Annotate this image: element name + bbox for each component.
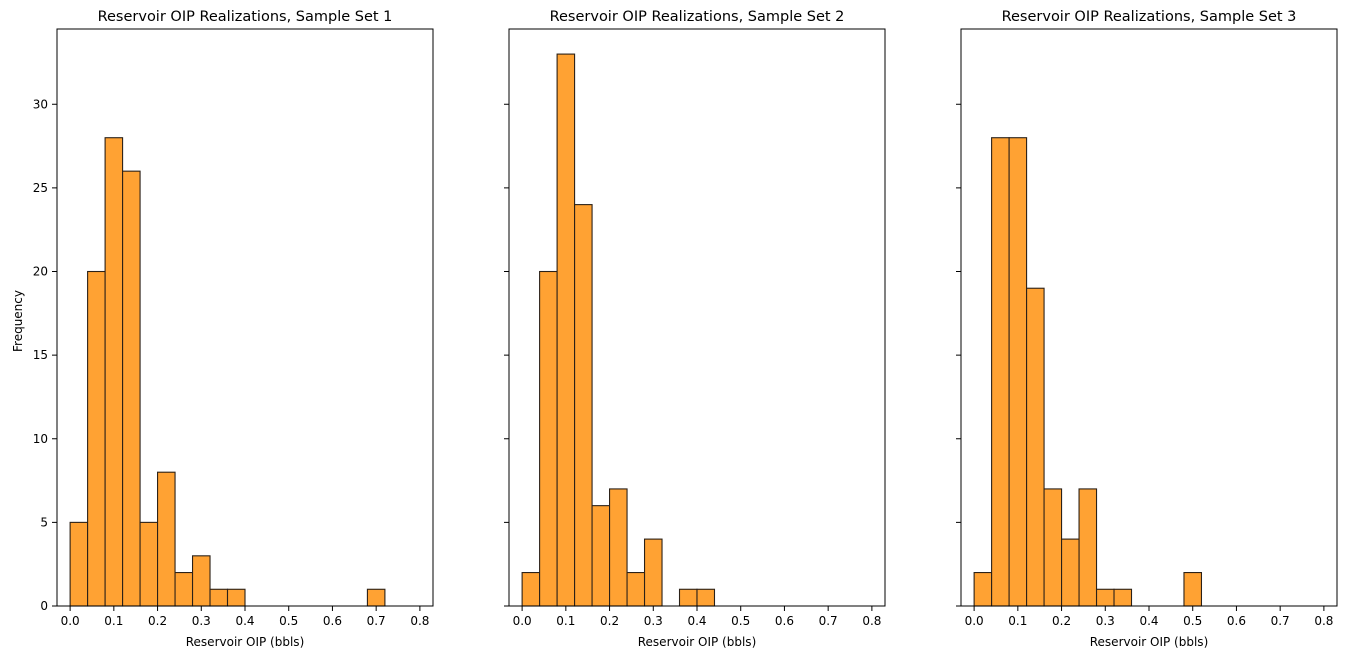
x-tick-label: 0.7 (367, 614, 386, 628)
x-tick-label: 0.0 (61, 614, 80, 628)
histogram-bar (1026, 287, 1045, 607)
histogram-bar (174, 572, 194, 607)
x-axis-label: Reservoir OIP (bbls) (1090, 635, 1209, 649)
x-tick-label: 0.5 (279, 614, 298, 628)
x-tick-label: 0.6 (323, 614, 342, 628)
histogram-panel-2: 0.0 0.1 0.2 0.3 0.4 0.5 0.6 0.7 0.8 Reservoir OIP… (504, 9, 886, 649)
histogram-bar (1061, 538, 1080, 607)
histogram-bar (696, 588, 716, 607)
x-tick-label: 0.2 (148, 614, 167, 628)
x-tick-label: 0.6 (775, 614, 794, 628)
y-tick-label: 0 (40, 599, 48, 613)
y-tick-label: 5 (40, 515, 48, 529)
chart-title: Reservoir OIP Realizations, Sample Set 3 (1002, 9, 1297, 25)
chart-title: Reservoir OIP Realizations, Sample Set 1 (98, 9, 393, 25)
chart-panels: 0.0 0.1 0.2 0.3 0.4 0.5 0.6 0.7 0.8 0 5 10 15 20 25 30 R… (33, 9, 1338, 649)
y-tick-label: 30 (33, 97, 48, 111)
x-tick-label: 0.8 (410, 614, 429, 628)
y-tick-label: 15 (33, 348, 48, 362)
x-tick-label: 0.3 (644, 614, 663, 628)
shared-y-axis-label: Frequency (11, 290, 25, 352)
histogram-panel-1: 0.0 0.1 0.2 0.3 0.4 0.5 0.6 0.7 0.8 0 5 10 15 20 25 30 R… (33, 9, 434, 649)
y-tick-label: 25 (33, 181, 48, 195)
histogram-bar (122, 170, 141, 607)
x-tick-label: 0.6 (1227, 614, 1246, 628)
chart-title: Reservoir OIP Realizations, Sample Set 2 (550, 9, 845, 25)
histogram-bar (991, 137, 1010, 607)
x-tick-label: 0.1 (556, 614, 575, 628)
x-tick-label: 0.5 (731, 614, 750, 628)
x-tick-label: 0.0 (965, 614, 984, 628)
histogram-bar (1113, 588, 1133, 607)
histogram-bar (1043, 488, 1063, 607)
histogram-bar (69, 521, 89, 607)
histogram-bar (521, 572, 541, 607)
x-tick-label: 0.7 (819, 614, 838, 628)
histogram-bar (1095, 588, 1115, 607)
histogram-bar (591, 505, 611, 607)
histogram-bar (209, 588, 229, 607)
histogram-bar (678, 588, 698, 607)
y-tick-label: 10 (33, 432, 48, 446)
histogram-bar (643, 538, 663, 607)
histogram-bar (626, 572, 646, 607)
histogram-bar (139, 521, 159, 607)
x-axis-label: Reservoir OIP (bbls) (186, 635, 305, 649)
histogram-bar (226, 588, 246, 607)
histogram-bar (191, 555, 211, 607)
histogram-bar (973, 572, 993, 607)
histogram-bar (609, 488, 628, 607)
x-tick-label: 0.0 (513, 614, 532, 628)
histogram-bar (574, 204, 593, 607)
histogram-bar (1008, 137, 1028, 607)
histogram-bar (157, 471, 176, 607)
x-tick-label: 0.5 (1183, 614, 1202, 628)
histogram-bar (539, 270, 558, 607)
histogram-bar (366, 588, 386, 607)
histogram-panel-3: 0.0 0.1 0.2 0.3 0.4 0.5 0.6 0.7 0.8 Reservoir OIP… (956, 9, 1338, 649)
x-tick-label: 0.8 (862, 614, 881, 628)
histogram-bar (1183, 572, 1203, 607)
histogram-bar (104, 137, 124, 607)
x-tick-label: 0.2 (600, 614, 619, 628)
x-tick-label: 0.4 (687, 614, 706, 628)
x-tick-label: 0.7 (1271, 614, 1290, 628)
histogram-bar (1078, 488, 1098, 607)
histogram-bar (87, 270, 106, 607)
x-tick-label: 0.8 (1314, 614, 1333, 628)
x-tick-label: 0.3 (192, 614, 211, 628)
x-axis-label: Reservoir OIP (bbls) (638, 635, 757, 649)
x-tick-label: 0.1 (104, 614, 123, 628)
x-tick-label: 0.4 (1139, 614, 1158, 628)
histogram-bar (556, 53, 576, 607)
x-tick-label: 0.3 (1096, 614, 1115, 628)
y-tick-label: 20 (33, 265, 48, 279)
x-tick-label: 0.1 (1008, 614, 1027, 628)
x-tick-label: 0.4 (235, 614, 254, 628)
x-tick-label: 0.2 (1052, 614, 1071, 628)
